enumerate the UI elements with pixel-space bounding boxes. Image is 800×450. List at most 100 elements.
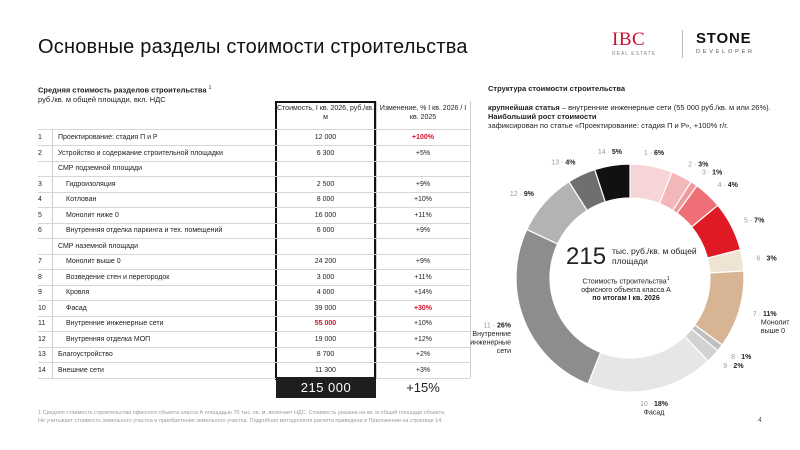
donut-label-14: 14 · 5% (598, 149, 623, 156)
row-name: Монолит ниже 0 (66, 211, 119, 219)
row-divider (38, 331, 470, 332)
total-cost: 215 000 (276, 377, 376, 398)
donut-center-desc-sup: 1 (666, 276, 670, 282)
stone-logo: STONE DEVELOPER (696, 30, 755, 55)
row-name: Фасад (66, 304, 87, 312)
structure-note: крупнейшая статья – внутренние инженерны… (488, 103, 778, 130)
donut-center-desc-line2: офисного объекта класса А (581, 286, 671, 294)
row-name: Гидроизоляция (66, 180, 116, 188)
row-change: +12% (413, 335, 433, 343)
table-row: 6 Внутренняя отделка паркинга и тех. поме… (38, 223, 470, 238)
row-number: 4 (38, 196, 42, 203)
row-number: 12 (38, 335, 46, 343)
row-divider (38, 362, 470, 363)
row-number: 13 (38, 351, 46, 358)
stone-logo-text: STONE (696, 30, 752, 47)
row-change: +14% (413, 289, 433, 296)
row-number: 5 (38, 211, 42, 219)
donut-slice-14 (594, 163, 631, 203)
donut-label-7-desc: выше 0 (761, 328, 785, 335)
row-change: +10% (413, 196, 433, 203)
structure-note-rest: – внутренние инженерные сети (55 000 руб… (559, 103, 771, 112)
row-cost: 55 000 (314, 320, 337, 327)
footnote-line-2: Не учитывает стоимость земельного участк… (38, 417, 443, 424)
row-change: +9% (415, 258, 431, 265)
table-row: 9 Кровля 4 000 +14% (38, 285, 470, 300)
row-divider (38, 238, 470, 239)
table-heading-title: Средняя стоимость разделов строительства (38, 85, 207, 95)
row-cost: 12 000 (314, 134, 337, 141)
table-vertical-divider (470, 101, 471, 378)
row-divider (38, 377, 470, 379)
row-name: Устройство и содержание строительной пло… (58, 149, 223, 157)
footnote-line-1: 1 Средняя стоимость строительства офисно… (38, 410, 446, 416)
row-cost: 8 700 (316, 351, 335, 358)
row-divider (38, 269, 470, 270)
table-row: 12 Внутренняя отделка МОП 19 000 +12% (38, 332, 470, 347)
donut-label-2: 2 · 3% (688, 161, 709, 168)
row-name: Внутренняя отделка паркинга и тех. помещ… (66, 227, 223, 234)
table-heading-units: руб./кв. м общей площади, вкл. НДС (38, 94, 166, 104)
row-change: +2% (415, 351, 431, 358)
structure-title: Структура стоимости строительства (488, 84, 626, 93)
donut-label-5: 5 · 7% (744, 217, 765, 224)
row-cost: 19 000 (314, 335, 337, 343)
table-row: 11 Внутренние инженерные сети 55 000 +10% (38, 316, 470, 331)
row-name: Проектирование: стадия П и Р (58, 134, 158, 141)
donut-label-6: 6 · 3% (756, 255, 777, 262)
donut-label-11-desc: Внутренние (472, 331, 511, 338)
donut-center-description: Стоимость строительства1 офисного объект… (556, 275, 696, 304)
row-number: 7 (38, 258, 42, 265)
table-row: 8 Возведение стен и перегородок 3 000 +11% (38, 270, 470, 285)
row-name: СМР наземной площади (58, 242, 139, 250)
row-divider (38, 222, 470, 224)
row-name: Котлован (66, 196, 97, 203)
table-vertical-divider (376, 101, 377, 378)
donut-label-11-desc: сети (497, 348, 511, 355)
column-header-change: Изменение, % I кв. 2026 / I кв. 2025 (379, 105, 467, 121)
logo-divider (682, 30, 683, 58)
ibc-logo-subtext: REAL ESTATE (612, 51, 656, 57)
table-heading: Средняя стоимость разделов строительства… (38, 84, 211, 104)
row-name: СМР подземной площади (58, 165, 142, 172)
row-name: Внутренняя отделка МОП (66, 335, 151, 343)
logos: IBC REAL ESTATE STONE DEVELOPER (612, 30, 772, 64)
row-cost: 6 300 (316, 149, 335, 157)
row-cost: 3 000 (316, 273, 335, 281)
row-change: +11% (414, 211, 432, 219)
row-divider (38, 176, 470, 177)
row-divider (38, 346, 470, 348)
donut-label-7-desc: Монолит (761, 320, 790, 327)
row-number: 6 (38, 227, 42, 234)
row-change: +5% (415, 149, 431, 157)
structure-note-tail: зафиксирован по статье «Проектирование: … (488, 121, 729, 130)
row-number: 11 (38, 320, 46, 327)
table-row: 14 Внешние сети 11 300 +3% (38, 363, 470, 378)
ibc-logo: IBC REAL ESTATE (612, 30, 656, 58)
donut-center-desc-line1: Стоимость строительства (582, 278, 667, 286)
row-cost: 6 000 (316, 227, 335, 234)
row-name: Внутренние инженерные сети (66, 320, 164, 327)
row-name: Монолит выше 0 (66, 258, 121, 265)
row-number: 8 (38, 273, 42, 281)
table-section-row: СМР подземной площади (38, 161, 470, 176)
column-header-cost: Стоимость, I кв. 2026, руб./кв. м (277, 105, 374, 121)
row-change: +9% (415, 227, 431, 234)
row-cost: 11 300 (315, 366, 336, 374)
row-divider (38, 253, 470, 255)
table-row: 13 Благоустройство 8 700 +2% (38, 347, 470, 362)
donut-center-value: 215 (566, 243, 607, 270)
structure-note-lead: крупнейшая статья (488, 103, 560, 112)
donut-label-9: 9 · 2% (723, 363, 744, 370)
table-row: 3 Гидроизоляция 2 500 +9% (38, 177, 470, 192)
table-row: 10 Фасад 39 000 +30% (38, 301, 470, 316)
donut-label-11-desc: инженерные (470, 340, 511, 347)
row-change: +10% (413, 320, 433, 327)
footnote: 1 Средняя стоимость строительства офисно… (38, 410, 698, 425)
table-row: 4 Котлован 8 000 +10% (38, 192, 470, 207)
donut-label-13: 13 · 4% (551, 160, 576, 167)
row-number: 3 (38, 180, 42, 188)
row-divider (38, 145, 470, 146)
table-vertical-divider (52, 130, 53, 378)
